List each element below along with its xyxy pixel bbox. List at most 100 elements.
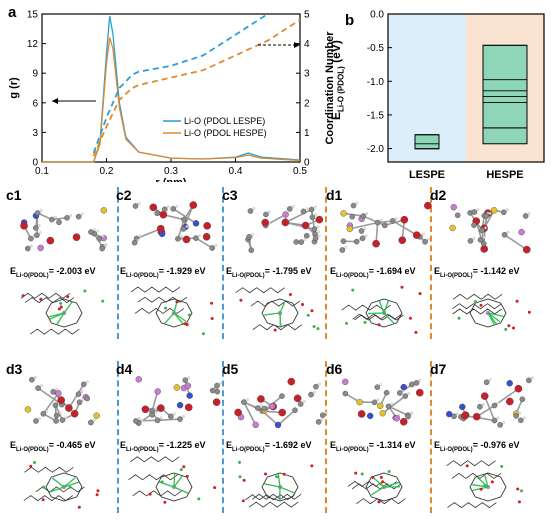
atom bbox=[302, 400, 306, 403]
energy-axis-label: ELi-O (PDOL) (eV) bbox=[329, 40, 346, 120]
atom bbox=[75, 213, 82, 220]
group-divider bbox=[117, 187, 119, 339]
atom bbox=[182, 235, 191, 244]
atom bbox=[410, 412, 413, 416]
atom bbox=[96, 235, 103, 242]
atom bbox=[263, 211, 269, 218]
fluorine-mark bbox=[316, 327, 320, 331]
skeletal-structure bbox=[20, 289, 105, 335]
atom bbox=[500, 209, 507, 216]
atom bbox=[180, 226, 187, 232]
structure-letter: d3 bbox=[6, 361, 23, 377]
atom bbox=[64, 416, 68, 419]
fluorine-mark bbox=[363, 320, 367, 324]
atom bbox=[313, 390, 316, 394]
series-line bbox=[92, 19, 301, 157]
binding-energy-label: ELi-O(PDOL)= -0.465 eV bbox=[10, 440, 96, 453]
chain-bond bbox=[245, 494, 295, 501]
chain-bond bbox=[446, 460, 496, 467]
atom bbox=[505, 208, 509, 212]
oxygen-mark bbox=[41, 498, 45, 502]
atom bbox=[184, 382, 192, 389]
atom bbox=[350, 202, 357, 209]
atom bbox=[252, 207, 256, 210]
chain-bond bbox=[235, 287, 285, 294]
fluorine-mark bbox=[238, 475, 242, 479]
atom bbox=[400, 215, 409, 224]
atom bbox=[234, 408, 242, 417]
atom bbox=[519, 396, 526, 403]
atom bbox=[491, 402, 498, 409]
atom bbox=[301, 221, 310, 230]
atom bbox=[393, 415, 400, 422]
atom bbox=[409, 381, 415, 388]
atom bbox=[527, 212, 531, 215]
x-tick-label: 0.2 bbox=[100, 166, 114, 177]
binding-energy-label: ELi-O(PDOL)= -1.314 eV bbox=[330, 440, 416, 453]
ring-bond bbox=[155, 472, 193, 502]
oxygen-mark bbox=[59, 305, 63, 309]
atom bbox=[138, 234, 142, 238]
atom bbox=[177, 416, 183, 422]
atom bbox=[422, 232, 425, 236]
panel-b-letter: b bbox=[345, 12, 355, 29]
y-tick-label: -1.5 bbox=[367, 110, 385, 121]
atom bbox=[472, 237, 476, 240]
skeletal-structure bbox=[341, 285, 422, 334]
atom bbox=[531, 376, 534, 380]
atom bbox=[467, 238, 474, 244]
chain-bond bbox=[24, 297, 75, 304]
atom bbox=[154, 407, 157, 411]
atom bbox=[293, 394, 302, 403]
oxygen-mark bbox=[414, 330, 418, 334]
atom bbox=[246, 234, 252, 240]
atom bbox=[136, 238, 140, 242]
fluorine-mark bbox=[500, 464, 504, 468]
atom bbox=[355, 201, 359, 205]
coordination-bond bbox=[372, 476, 385, 488]
atom bbox=[54, 215, 57, 219]
atom bbox=[40, 410, 47, 417]
atom bbox=[320, 418, 324, 421]
atom bbox=[407, 392, 411, 395]
ring-bond bbox=[469, 472, 507, 502]
atom bbox=[313, 383, 319, 390]
bond bbox=[172, 208, 197, 225]
ball-stick-structure bbox=[339, 201, 432, 253]
bond bbox=[349, 221, 378, 230]
atom bbox=[386, 221, 390, 225]
ball-stick-structure bbox=[20, 207, 108, 252]
binding-energy-label: ELi-O(PDOL)= -1.795 eV bbox=[226, 266, 312, 279]
atom bbox=[286, 206, 293, 212]
left-arrow-head bbox=[52, 98, 58, 104]
skeletal-structure bbox=[347, 470, 406, 505]
atom bbox=[297, 401, 304, 407]
ball-stick-structure bbox=[234, 377, 328, 429]
atom bbox=[198, 234, 201, 237]
skeletal-structure bbox=[128, 456, 217, 504]
atom bbox=[363, 227, 367, 230]
atom bbox=[480, 245, 489, 253]
atom bbox=[513, 413, 519, 419]
atom bbox=[157, 404, 165, 412]
ball-stick-structure bbox=[131, 201, 218, 251]
energy-range-box bbox=[482, 44, 528, 145]
oxygen-mark bbox=[210, 301, 214, 305]
atom bbox=[180, 234, 183, 238]
atom bbox=[203, 222, 211, 230]
atom bbox=[357, 410, 366, 418]
atom bbox=[101, 234, 105, 238]
y-tick-label: 12 bbox=[27, 39, 39, 50]
fluorine-mark bbox=[160, 480, 164, 484]
oxygen-mark bbox=[213, 486, 217, 490]
chain-bond bbox=[352, 313, 402, 320]
coordination-bond bbox=[173, 473, 176, 488]
atom bbox=[319, 412, 326, 419]
atom bbox=[37, 244, 44, 252]
oxygen-mark bbox=[479, 303, 483, 307]
atom bbox=[80, 381, 87, 388]
x-tick-label: 0.4 bbox=[229, 166, 243, 177]
atom bbox=[488, 378, 492, 382]
atom bbox=[317, 230, 320, 234]
atom bbox=[315, 419, 322, 425]
